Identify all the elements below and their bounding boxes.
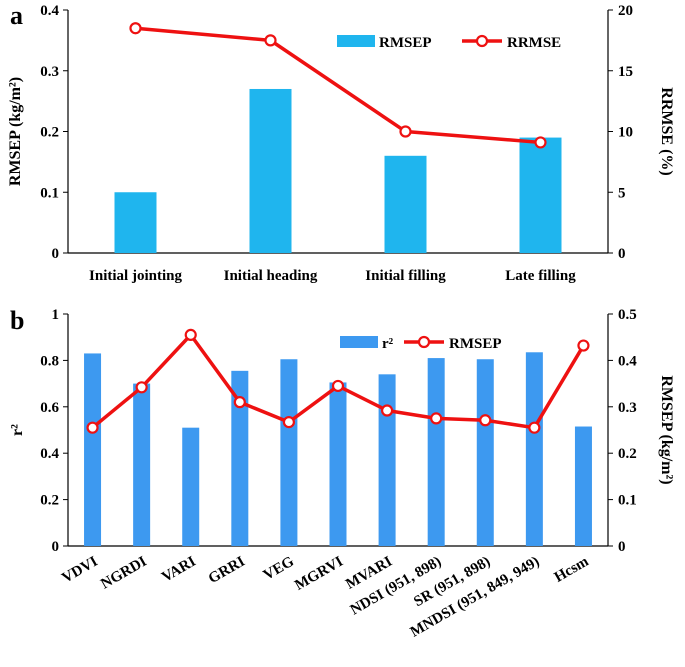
- panel-a-line-marker: [129, 22, 142, 35]
- panel-a-x-tick-label: Late filling: [505, 268, 576, 284]
- panel-b-bar: [476, 359, 494, 546]
- panel-b-left-tick-label: 0: [52, 539, 60, 555]
- panel-b-bar: [182, 427, 200, 546]
- panel-b-x-tick-label: GRRI: [206, 554, 248, 588]
- panel-b-x-tick-label: VEG: [261, 553, 297, 583]
- panel-b-bar: [133, 383, 151, 546]
- panel-b-x-tick-label: VDVI: [59, 554, 100, 587]
- panel-b-left-tick-label: 0.6: [40, 400, 59, 416]
- panel-a-legend-bar-label: RMSEP: [379, 35, 432, 51]
- panel-a-right-tick-label: 5: [618, 185, 626, 201]
- panel-a-left-tick-label: 0: [52, 246, 60, 262]
- panel-b-line-marker: [577, 339, 590, 352]
- panel-a-right-tick-label: 20: [618, 3, 633, 19]
- panel-a-legend-line-marker: [475, 34, 489, 48]
- panel-a-bar: [519, 137, 562, 253]
- panel-b-line-marker: [184, 328, 197, 341]
- panel-a-line-marker: [534, 136, 547, 149]
- panel-a-left-tick-label: 0.2: [40, 125, 59, 141]
- panel-b-line-marker: [380, 404, 394, 417]
- panel-a-x-tick-label: Initial jointing: [89, 268, 182, 284]
- panel-b-x-tick-label: MGRVI: [292, 554, 346, 594]
- panel-b-line-marker: [528, 421, 541, 434]
- panel-b-bar: [329, 382, 347, 546]
- panel-b-legend-bar-label: r²: [382, 336, 394, 352]
- panel-b-bar: [378, 374, 396, 546]
- panel-a-right-tick-label: 0: [618, 246, 626, 262]
- panel-b-line-marker: [233, 396, 246, 409]
- panel-b-right-tick-label: 0: [618, 539, 626, 555]
- panel-a-bar: [384, 155, 427, 253]
- panel-a-left-tick-label: 0.3: [40, 64, 59, 80]
- panel-b-right-tick-label: 0.2: [618, 446, 637, 462]
- panel-b-x-tick-label: VARI: [159, 554, 199, 586]
- panel-a-legend-bar-swatch: [337, 35, 375, 47]
- panel-b-line-marker: [282, 416, 296, 429]
- panel-a-line-marker: [399, 125, 412, 138]
- panel-b-line-marker: [479, 414, 492, 427]
- panel-a-label: a: [10, 1, 23, 30]
- panel-a-line-marker: [264, 34, 277, 47]
- panel-b-bar: [574, 426, 592, 546]
- panel-b-legend-line-label: RMSEP: [449, 336, 502, 352]
- panel-b-line-marker: [86, 421, 99, 434]
- panel-b-line-marker: [331, 379, 345, 393]
- panel-b-bar: [231, 370, 249, 546]
- panel-a-y-left-label: RMSEP (kg/m²): [7, 77, 24, 186]
- panel-a-y-right-label: RRMSE (%): [658, 87, 675, 175]
- panel-a-right-tick-label: 15: [618, 64, 633, 80]
- panel-a-bar: [114, 192, 157, 253]
- panel-b-left-tick-label: 1: [52, 307, 60, 323]
- panel-b-bar: [84, 353, 102, 546]
- panel-b-x-tick-label: NGRDI: [98, 554, 149, 593]
- panel-a-right-tick-label: 10: [618, 125, 633, 141]
- panel-b-legend-bar-swatch: [340, 336, 378, 348]
- panel-b-y-right-label: RMSEP (kg/m²): [658, 375, 675, 484]
- panel-b-left-tick-label: 0.2: [40, 493, 59, 509]
- panel-b-bar: [280, 359, 298, 546]
- panel-a-x-tick-label: Initial heading: [224, 268, 318, 284]
- panel-a-left-tick-label: 0.1: [40, 185, 59, 201]
- panel-b-right-tick-label: 0.3: [618, 400, 637, 416]
- panel-b-right-tick-label: 0.5: [618, 307, 637, 323]
- panel-b-label: b: [10, 306, 24, 335]
- panel-a-bar: [249, 88, 292, 253]
- panel-b-bar: [427, 358, 445, 546]
- panel-b-legend-line-marker: [417, 335, 431, 349]
- panel-b-left-tick-label: 0.4: [40, 446, 59, 462]
- panel-b-x-tick-label: Hcsm: [552, 553, 592, 585]
- panel-a-line-series: [135, 26, 541, 145]
- panel-b-right-tick-label: 0.1: [618, 493, 637, 509]
- panel-a-legend-line-label: RRMSE: [507, 35, 561, 51]
- panel-b-left-tick-label: 0.8: [40, 353, 59, 369]
- panel-b-line-marker: [430, 412, 443, 425]
- panel-a-x-tick-label: Initial filling: [365, 268, 446, 284]
- panel-b-right-tick-label: 0.4: [618, 353, 637, 369]
- panel-b-bar: [525, 352, 543, 546]
- panel-a-left-tick-label: 0.4: [40, 3, 59, 19]
- panel-b-y-left-label: r²: [9, 424, 26, 436]
- panel-b-line-marker: [135, 381, 148, 394]
